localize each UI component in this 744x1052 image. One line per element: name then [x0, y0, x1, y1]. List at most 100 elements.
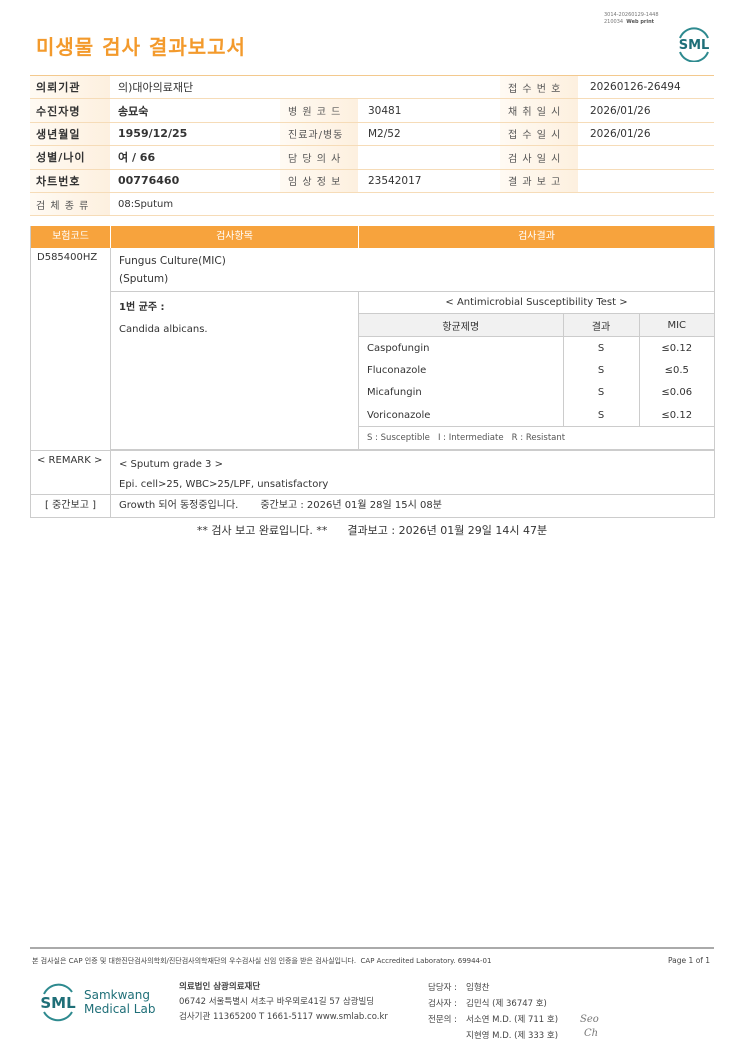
logo-line2: Medical Lab	[84, 1002, 156, 1016]
print-mode: Web print	[626, 19, 655, 25]
label: 채 취 일 시	[500, 99, 578, 122]
info-row: 수진자명 송묘숙 병 원 코 드 30481 채 취 일 시 2026/01/26	[30, 99, 714, 123]
final-note: ** 검사 보고 완료입니다. **	[196, 524, 328, 537]
label: 생년월일	[30, 122, 110, 146]
role: 전문의 :	[428, 1015, 458, 1025]
patient-info-table: 의뢰기관 의)대아의료재단 접 수 번 호 20260126-26494 수진자명 송묘…	[30, 75, 714, 217]
info-row: 생년월일 1959/12/25 진료과/병동 M2/52 접 수 일 시 2026/01/…	[30, 122, 714, 147]
remark-label: < REMARK >	[31, 451, 111, 494]
sml-footer-logo: SML	[36, 980, 80, 1024]
drug: Caspofungin	[359, 336, 564, 359]
label: 의뢰기관	[30, 76, 110, 99]
interim-text: Growth 되어 동정중입니다.	[119, 500, 239, 511]
insurance-code: D585400HZ	[31, 248, 111, 450]
value: 20260126-26494	[590, 81, 681, 94]
test-name: Fungus Culture(MIC)	[119, 255, 226, 267]
value: 2026/01/26	[590, 104, 651, 117]
value: 의)대아의료재단	[118, 81, 194, 95]
label: 진료과/병동	[280, 122, 358, 146]
sml-logo: SML	[674, 26, 714, 63]
staff-row: 검사자 : 김민식 (제 36747 호)	[428, 996, 558, 1012]
svg-text:Seo: Seo	[580, 1014, 599, 1025]
accreditation-note: 본 검사실은 CAP 인증 및 대한진단검사의학회/진단검사의학재단의 우수검사…	[32, 957, 492, 965]
contact: 검사기관 11365200 T 1661-5117 www.smlab.co.k…	[179, 1012, 388, 1022]
svg-text:SML: SML	[40, 994, 76, 1012]
label: 접 수 일 시	[500, 122, 578, 146]
remark-title: < Sputum grade 3 >	[119, 459, 223, 470]
result: S	[563, 336, 640, 359]
label: 차트번호	[30, 169, 110, 192]
info-row: 의뢰기관 의)대아의료재단 접 수 번 호 20260126-26494	[30, 76, 714, 100]
interim-time: 중간보고 : 2026년 01월 28일 15시 08분	[260, 500, 442, 511]
drug: Micafungin	[359, 381, 564, 404]
role: 담당자 :	[428, 983, 458, 993]
value: 송묘숙	[118, 104, 149, 118]
print-code: 210034	[604, 19, 624, 25]
isolate-name: Candida albicans.	[119, 324, 208, 335]
ast-header: 항균제명	[359, 314, 564, 337]
svg-text:Ch: Ch	[584, 1028, 598, 1039]
value: 23542017	[368, 174, 422, 187]
value: 30481	[368, 104, 402, 117]
result: S	[563, 404, 640, 427]
print-info: 3014-20260129-1448 210034 Web print	[604, 12, 659, 26]
interim-label: [ 중간보고 ]	[31, 495, 111, 517]
col-header: 보험코드	[31, 226, 111, 248]
mic: ≤0.5	[664, 364, 689, 376]
label: 임 상 정 보	[280, 169, 358, 192]
value: 08:Sputum	[118, 198, 174, 210]
signature-image: Seo Ch	[578, 1010, 608, 1040]
value: 1959/12/25	[118, 127, 188, 141]
name: 지현영 M.D. (제 333 호)	[466, 1031, 559, 1041]
org-name: 의료법인 삼광의료재단	[179, 982, 261, 992]
name: 서소연 M.D. (제 711 호)	[466, 1015, 559, 1025]
staff-row: 전문의 : 서소연 M.D. (제 711 호)	[428, 1012, 558, 1028]
ast-title: < Antimicrobial Susceptibility Test >	[359, 292, 714, 314]
label: 검 체 종 류	[30, 192, 110, 216]
label: 수진자명	[30, 99, 110, 122]
label: 결 과 보 고	[500, 169, 578, 192]
isolate-label: 1번 균주 :	[119, 302, 165, 313]
col-header: 검사결과	[518, 231, 555, 242]
drug: Fluconazole	[359, 359, 564, 382]
ast-header: MIC	[667, 319, 687, 331]
ast-row: Micafungin S ≤0.06	[359, 381, 714, 404]
page-title: 미생물 검사 결과보고서	[36, 35, 246, 59]
ast-row: Fluconazole S ≤0.5	[359, 359, 714, 382]
info-row: 성별/나이 여 / 66 담 당 의 사 검 사 일 시	[30, 146, 714, 170]
staff-row: 담당자 : 임형찬	[428, 980, 558, 996]
label: 성별/나이	[30, 146, 110, 169]
staff-row: 지현영 M.D. (제 333 호)	[428, 1028, 558, 1044]
label: 검 사 일 시	[500, 146, 578, 169]
page-number: Page 1 of 1	[668, 956, 711, 965]
address: 06742 서울특별시 서초구 바우뫼로41길 57 삼광빌딩	[179, 997, 375, 1007]
name: 김민식 (제 36747 호)	[466, 999, 547, 1009]
drug: Voriconazole	[359, 404, 564, 427]
ast-legend: S : Susceptible I : Intermediate R : Res…	[367, 433, 566, 443]
role: 검사자 :	[428, 999, 458, 1009]
ast-table: 항균제명 결과 MIC Caspofungin S ≤0.12 Fluconazole S…	[359, 314, 714, 449]
ast-row: Caspofungin S ≤0.12	[359, 336, 714, 359]
result: S	[563, 381, 640, 404]
name: 임형찬	[466, 983, 490, 993]
results-table: 보험코드 검사항목 검사결과 D585400HZ Fungus Culture(MI…	[30, 226, 715, 518]
mic: ≤0.06	[661, 387, 693, 399]
logo-line1: Samkwang	[84, 988, 150, 1002]
label: 병 원 코 드	[280, 99, 358, 122]
value: 2026/01/26	[590, 127, 651, 140]
label: 담 당 의 사	[280, 146, 358, 169]
result: S	[563, 359, 640, 382]
value: 여 / 66	[118, 151, 156, 165]
col-header: 검사항목	[111, 226, 359, 248]
specimen: (Sputum)	[119, 273, 169, 285]
final-time: 결과보고 : 2026년 01월 29일 14시 47분	[347, 524, 548, 537]
info-row: 검 체 종 류 08:Sputum	[30, 192, 714, 217]
ast-header: 결과	[563, 314, 640, 337]
remark-text: Epi. cell>25, WBC>25/LPF, unsatisfactory	[119, 479, 329, 490]
ast-row: Voriconazole S ≤0.12	[359, 404, 714, 427]
label: 접 수 번 호	[500, 76, 578, 99]
mic: ≤0.12	[661, 342, 693, 354]
mic: ≤0.12	[661, 409, 693, 421]
svg-text:SML: SML	[679, 38, 710, 53]
value: 00776460	[118, 174, 180, 188]
